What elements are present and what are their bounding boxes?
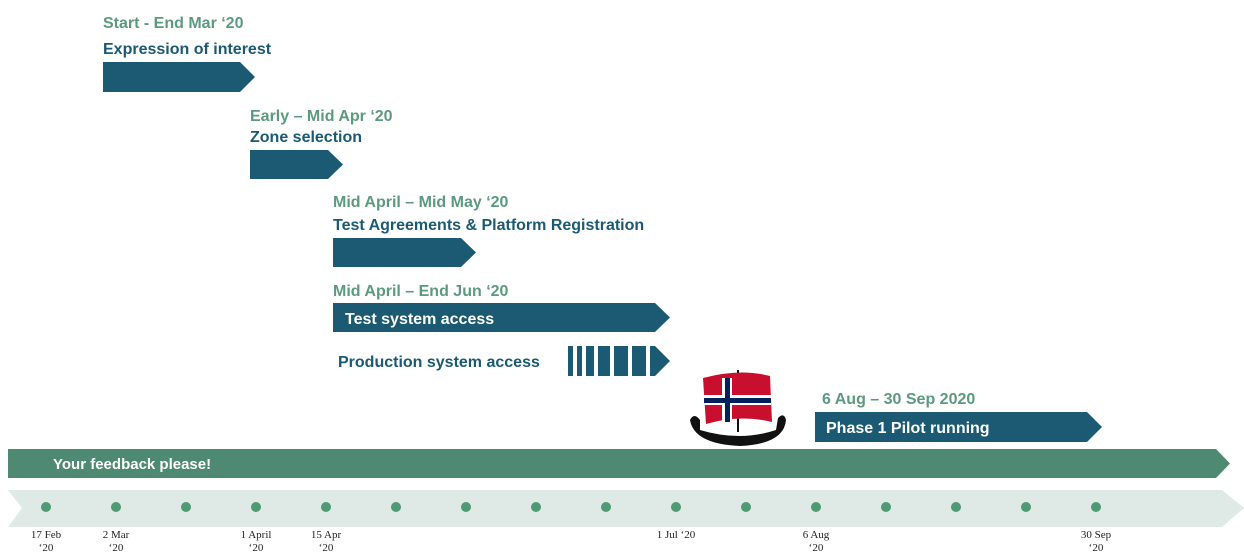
- timeline-label: ‘20: [109, 542, 124, 553]
- phase-title: Zone selection: [250, 129, 362, 146]
- striped-arrow: [568, 346, 670, 376]
- timeline-dot: [741, 502, 751, 512]
- timeline-label: ‘20: [39, 542, 54, 553]
- phase-title: Test Agreements & Platform Registration: [333, 217, 644, 234]
- timeline-dot: [41, 502, 51, 512]
- feedback-text: Your feedback please!: [53, 456, 211, 473]
- timeline-label: 6 Aug: [803, 529, 830, 541]
- phase-date: Mid April – End Jun ‘20: [333, 283, 509, 300]
- timeline-label: 30 Sep: [1081, 529, 1112, 541]
- timeline-label: 1 April: [241, 529, 272, 541]
- timeline-label: 15 Apr: [311, 529, 342, 541]
- timeline-dot: [531, 502, 541, 512]
- phase-title: Production system access: [338, 354, 540, 371]
- timeline-dot: [601, 502, 611, 512]
- phase-title: Expression of interest: [103, 41, 272, 58]
- timeline-dot: [321, 502, 331, 512]
- timeline-label: ‘20: [319, 542, 334, 553]
- timeline-dot: [181, 502, 191, 512]
- timeline-label: ‘20: [809, 542, 824, 553]
- timeline-dot: [111, 502, 121, 512]
- timeline-label: 17 Feb: [31, 529, 62, 541]
- timeline-dot: [811, 502, 821, 512]
- timeline-label: 1 Jul ‘20: [657, 529, 696, 541]
- timeline-label: 2 Mar: [103, 529, 130, 541]
- timeline-label: ‘20: [1089, 542, 1104, 553]
- timeline-dot: [251, 502, 261, 512]
- timeline-dot: [671, 502, 681, 512]
- timeline-arrow: [8, 490, 1244, 527]
- timeline-dot: [951, 502, 961, 512]
- phase-date: Early – Mid Apr ‘20: [250, 108, 393, 125]
- viking-ship-icon: [690, 370, 786, 446]
- phase-date: 6 Aug – 30 Sep 2020: [822, 391, 975, 408]
- timeline-dot: [461, 502, 471, 512]
- timeline-dot: [391, 502, 401, 512]
- timeline-label: ‘20: [249, 542, 264, 553]
- phase-bar: [103, 62, 255, 92]
- phase-date: Start - End Mar ‘20: [103, 15, 244, 32]
- phase-title: Phase 1 Pilot running: [826, 420, 990, 437]
- timeline-diagram: Start - End Mar ‘20 Expression of intere…: [0, 0, 1244, 553]
- timeline-dot: [1021, 502, 1031, 512]
- phase-bar: [333, 238, 476, 267]
- phase-title: Test system access: [345, 311, 494, 328]
- phase-date: Mid April – Mid May ‘20: [333, 194, 509, 211]
- phase-bar: [250, 150, 343, 179]
- timeline-dot: [881, 502, 891, 512]
- timeline-dot: [1091, 502, 1101, 512]
